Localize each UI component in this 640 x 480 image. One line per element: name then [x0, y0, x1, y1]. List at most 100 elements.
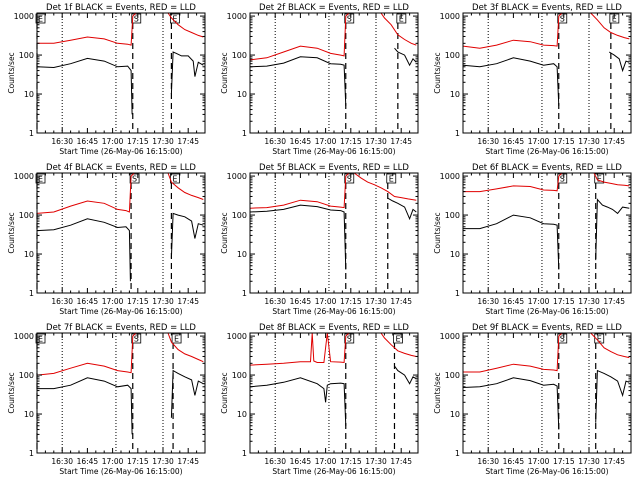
y-tick-label: 1 [242, 129, 247, 138]
x-tick-label: 17:00 [102, 297, 124, 306]
x-tick-label: 17:15 [127, 297, 149, 306]
marker-label: E [38, 175, 43, 184]
panel-8: Det 8f BLACK = Events, RED = LLD S E 1 10 100… [220, 323, 419, 476]
x-tick-label: 17:30 [578, 297, 600, 306]
marker-label: E [174, 335, 179, 344]
marker-label-box [557, 333, 568, 344]
x-tick-label: 16:45 [77, 137, 99, 146]
y-tick-label: 100 [19, 51, 34, 60]
x-tick-label: 17:15 [553, 137, 575, 146]
x-tick-label: 17:15 [340, 137, 362, 146]
y-tick-label: 1 [29, 129, 34, 138]
x-tick-label: 17:15 [127, 137, 149, 146]
x-tick-label: 17:45 [390, 457, 412, 466]
marker-label-box [594, 333, 605, 344]
panel-title: Det 2f BLACK = Events, RED = LLD [259, 3, 409, 13]
x-tick-label: 17:45 [603, 457, 625, 466]
marker-label: S [134, 335, 139, 344]
x-axis-label: Start Time (26-May-06 16:15:00) [485, 467, 608, 476]
x-tick-label: 17:30 [152, 457, 174, 466]
y-tick-label: 10 [24, 250, 34, 259]
x-tick-label: 17:00 [315, 457, 337, 466]
y-axis-label: Counts/sec [433, 52, 442, 93]
y-tick-label: 1 [455, 289, 460, 298]
y-tick-label: 1000 [227, 332, 247, 341]
marker-label-box [129, 173, 140, 184]
x-tick-label: 16:30 [477, 457, 499, 466]
series-lld-line [36, 172, 204, 214]
marker-label: E [597, 175, 602, 184]
y-tick-label: 100 [445, 211, 460, 220]
x-tick-label: 17:30 [578, 457, 600, 466]
x-tick-label: 16:30 [51, 137, 73, 146]
x-tick-label: 17:15 [127, 457, 149, 466]
marker-label-box [344, 173, 355, 184]
panel-5: Det 5f BLACK = Events, RED = LLD S E 1 10 100… [220, 163, 419, 316]
x-tick-label: 16:45 [503, 137, 525, 146]
y-tick-label: 10 [450, 250, 460, 259]
marker-label-box [35, 333, 46, 344]
y-tick-label: 100 [445, 51, 460, 60]
marker-label-box [344, 13, 355, 24]
marker-label-box [393, 333, 403, 344]
series-lld-line [463, 332, 630, 373]
x-tick-label: 17:00 [528, 297, 550, 306]
x-tick-label: 16:30 [51, 297, 73, 306]
panel-6: Det 6f BLACK = Events, RED = LLD S E 1 10 100… [433, 163, 632, 316]
y-tick-label: 100 [19, 371, 34, 380]
x-axis-label: Start Time (26-May-06 16:15:00) [272, 147, 395, 156]
x-tick-label: 16:30 [264, 457, 286, 466]
panel-title: Det 6f BLACK = Events, RED = LLD [472, 163, 622, 173]
y-axis-label: Counts/sec [220, 52, 229, 93]
marker-label: S [347, 175, 352, 184]
marker-label: E [172, 175, 177, 184]
marker-label-box [35, 13, 46, 24]
marker-label-box [131, 333, 142, 344]
y-axis-label: Counts/sec [7, 212, 16, 253]
y-tick-label: 1 [29, 289, 34, 298]
x-tick-label: 17:30 [152, 297, 174, 306]
x-tick-label: 17:45 [390, 297, 412, 306]
series-events-line [463, 198, 630, 270]
marker-label: E [389, 175, 394, 184]
marker-label: E [395, 335, 400, 344]
x-tick-label: 16:45 [77, 457, 99, 466]
panel-title: Det 9f BLACK = Events, RED = LLD [472, 323, 622, 333]
x-tick-label: 17:45 [603, 137, 625, 146]
x-tick-label: 17:30 [365, 297, 387, 306]
x-tick-label: 16:45 [77, 297, 99, 306]
y-tick-label: 1000 [14, 12, 34, 21]
panel-title: Det 7f BLACK = Events, RED = LLD [46, 323, 196, 333]
series-events-line [249, 47, 417, 106]
y-axis-label: Counts/sec [433, 372, 442, 413]
y-tick-label: 1000 [14, 172, 34, 181]
y-tick-label: 10 [24, 90, 34, 99]
y-tick-label: 100 [232, 371, 247, 380]
marker-label: E [597, 335, 602, 344]
y-tick-label: 10 [450, 410, 460, 419]
series-lld-line [249, 332, 417, 366]
x-tick-label: 16:30 [264, 297, 286, 306]
marker-label-box [171, 333, 182, 344]
marker-label: E [399, 15, 404, 24]
series-events-line [249, 197, 417, 270]
x-tick-label: 16:30 [264, 137, 286, 146]
y-tick-label: 10 [237, 410, 247, 419]
y-tick-label: 1 [242, 289, 247, 298]
panel-3: Det 3f BLACK = Events, RED = LLD S E 1 10 100… [433, 3, 632, 156]
y-tick-label: 100 [19, 211, 34, 220]
marker-label: S [134, 15, 139, 24]
marker-label: S [132, 175, 137, 184]
x-axis-label: Start Time (26-May-06 16:15:00) [272, 307, 395, 316]
x-tick-label: 16:30 [477, 137, 499, 146]
panel-title: Det 4f BLACK = Events, RED = LLD [46, 163, 196, 173]
x-axis-label: Start Time (26-May-06 16:15:00) [59, 307, 182, 316]
y-tick-label: 1 [29, 449, 34, 458]
marker-label-box [35, 173, 46, 184]
x-tick-label: 17:45 [177, 137, 199, 146]
y-tick-label: 1 [242, 449, 247, 458]
x-tick-label: 16:45 [503, 297, 525, 306]
y-tick-label: 10 [237, 250, 247, 259]
